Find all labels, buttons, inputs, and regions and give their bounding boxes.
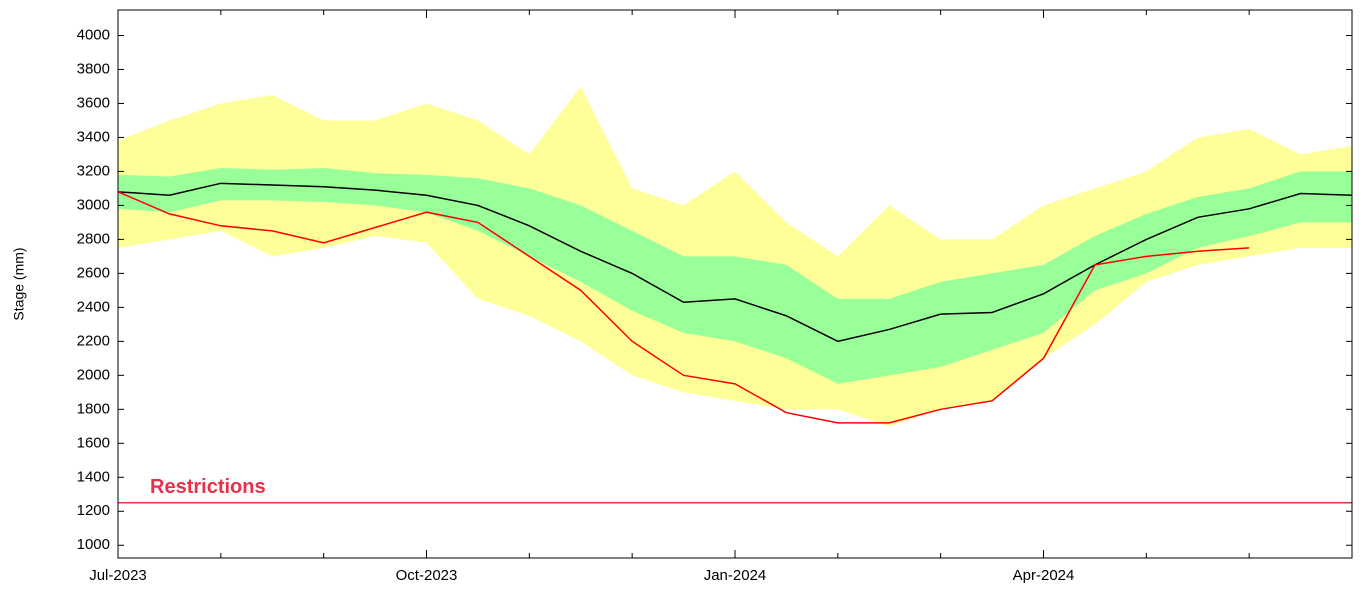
- line: [117, 191, 1250, 424]
- y-tick-label: 2600: [77, 264, 110, 281]
- y-axis-label: Stage (mm): [11, 247, 27, 320]
- y-tick-label: 1800: [77, 400, 110, 417]
- y-tick-label: 3800: [77, 60, 110, 77]
- line: [117, 182, 1353, 343]
- y-tick-label: 1200: [77, 502, 110, 519]
- band: [118, 168, 1352, 384]
- y-tick-label: 1600: [77, 434, 110, 451]
- y-tick-label: 1000: [77, 536, 110, 553]
- y-tick-label: 1400: [77, 468, 110, 485]
- y-tick-label: 2400: [77, 298, 110, 315]
- y-tick-label: 3600: [77, 94, 110, 111]
- y-tick-label: 3200: [77, 162, 110, 179]
- y-tick-label: 2200: [77, 332, 110, 349]
- x-tick-label: Apr-2024: [1013, 567, 1075, 584]
- y-tick-label: 4000: [77, 26, 110, 43]
- y-tick-label: 3000: [77, 196, 110, 213]
- y-tick-label: 3400: [77, 128, 110, 145]
- x-tick-label: Jan-2024: [704, 567, 767, 584]
- x-tick-label: Jul-2023: [89, 567, 147, 584]
- x-tick-label: Oct-2023: [396, 567, 458, 584]
- y-tick-label: 2000: [77, 366, 110, 383]
- y-tick-label: 2800: [77, 230, 110, 247]
- threshold-label: Restrictions: [150, 476, 266, 498]
